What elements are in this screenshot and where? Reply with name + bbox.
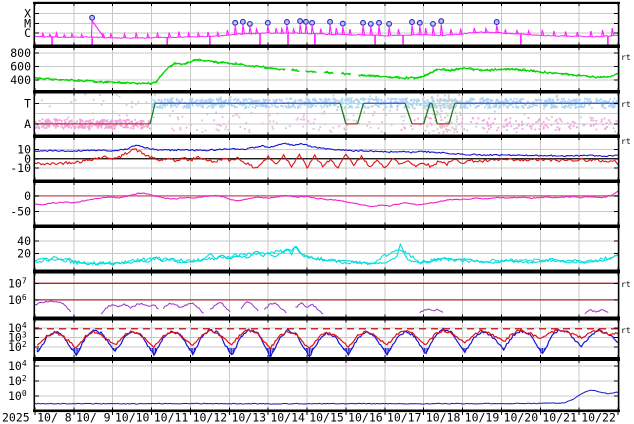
flare-event-marker <box>438 18 445 25</box>
x-tick-label: 10/14 <box>270 411 305 424</box>
y-tick-label: C <box>24 26 31 40</box>
flare-event-marker <box>283 19 290 25</box>
y-tick-label: 106 <box>8 293 27 307</box>
flare-event-marker <box>367 20 374 27</box>
y-tick-label: 20 <box>17 247 31 261</box>
flare-event-marker <box>327 18 333 25</box>
flare-event-marker <box>89 14 96 21</box>
x-tick-label: 10/22 <box>581 411 616 424</box>
panel-electron-fluence <box>35 272 618 318</box>
y-tick-label: M <box>24 16 31 30</box>
y-tick-label: -10 <box>10 161 31 175</box>
y-tick-label: 100 <box>8 389 27 403</box>
y-tick-label: 800 <box>10 46 31 60</box>
x-tick-label: 10/18 <box>426 411 461 424</box>
panel-electron-flux <box>35 319 618 358</box>
flare-event-marker <box>376 19 382 26</box>
panel-imf-sector <box>35 92 618 136</box>
panel-solar-wind-speed <box>35 47 618 91</box>
x-tick-label: 10/17 <box>387 411 422 424</box>
flare-event-marker <box>264 19 271 26</box>
x-tick-label: 10/15 <box>309 411 344 424</box>
realtime-indicator-label: rt <box>621 53 631 62</box>
y-tick-label: 0 <box>24 152 31 166</box>
x-tick-label: 10/ 8 <box>37 411 72 424</box>
flare-event-marker <box>493 19 500 25</box>
panel-proton-flux <box>35 360 618 411</box>
flare-event-marker <box>239 18 246 25</box>
flare-event-marker <box>360 19 366 26</box>
y-tick-label: 40 <box>17 234 31 248</box>
y-tick-label: 104 <box>8 321 27 335</box>
flare-event-marker <box>430 20 436 27</box>
flare-event-marker <box>409 19 415 25</box>
y-tick-label: -50 <box>10 205 31 219</box>
panel-dst-index <box>35 182 618 226</box>
x-tick-label: 10/20 <box>504 411 539 424</box>
y-tick-label: 107 <box>8 276 27 290</box>
flare-event-marker <box>232 19 239 26</box>
y-tick-label: A <box>24 117 31 131</box>
x-tick-label: 10/21 <box>542 411 577 424</box>
y-tick-label: 102 <box>8 374 27 388</box>
realtime-indicator-label: rt <box>621 326 631 335</box>
y-tick-label: T <box>24 96 31 110</box>
y-tick-label: 400 <box>10 73 31 87</box>
x-tick-label: 10/ 9 <box>76 411 111 424</box>
y-tick-label: 103 <box>8 330 27 344</box>
x-tick-label: 10/11 <box>154 411 189 424</box>
flare-event-marker <box>302 18 309 25</box>
realtime-indicator-label: rt <box>621 137 631 146</box>
x-tick-label: 10/16 <box>348 411 383 424</box>
y-tick-label: 104 <box>8 359 27 373</box>
x-tick-label: 10/19 <box>465 411 500 424</box>
flare-event-marker <box>416 19 423 26</box>
y-tick-label: 600 <box>10 60 31 74</box>
y-tick-label: 10 <box>17 143 31 157</box>
x-tick-label: 10/10 <box>115 411 150 424</box>
flare-event-marker <box>246 20 253 27</box>
flare-event-marker <box>297 18 304 25</box>
flare-event-marker <box>386 20 393 27</box>
y-tick-label: X <box>24 7 31 21</box>
flare-event-marker <box>309 19 316 26</box>
realtime-indicator-label: rt <box>621 100 631 109</box>
y-tick-label: 0 <box>24 189 31 203</box>
panel-bt-bz <box>35 137 618 181</box>
year-label: 2025 <box>2 411 30 424</box>
y-tick-label: 102 <box>8 340 27 354</box>
x-tick-label: 10/12 <box>193 411 228 424</box>
x-tick-label: 10/13 <box>231 411 266 424</box>
realtime-indicator-label: rt <box>621 280 631 289</box>
panel-xray-flux <box>35 3 618 46</box>
flare-event-marker <box>339 20 346 27</box>
panel-proton-density <box>35 227 618 271</box>
